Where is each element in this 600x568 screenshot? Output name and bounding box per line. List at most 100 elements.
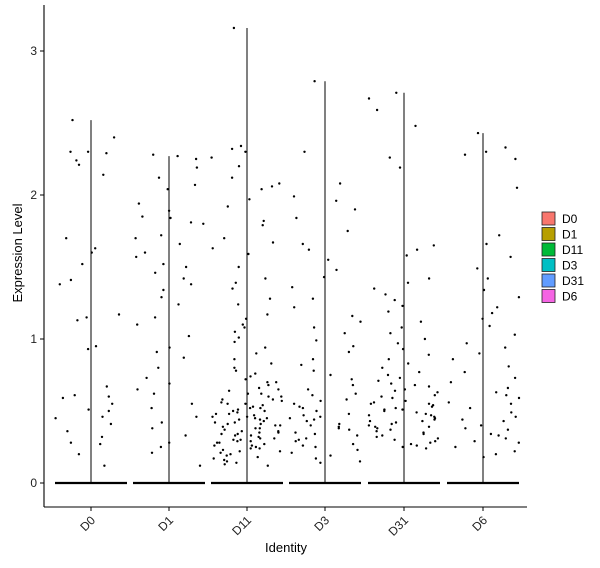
data-point (243, 326, 246, 329)
data-point (387, 310, 390, 313)
data-point (427, 385, 431, 388)
data-point (252, 414, 256, 417)
data-point (409, 442, 413, 446)
data-point (463, 370, 466, 374)
data-point (262, 219, 265, 223)
data-point (76, 319, 79, 322)
data-point (225, 460, 229, 463)
data-point (177, 303, 180, 306)
data-point (393, 298, 396, 302)
data-point (240, 430, 243, 433)
data-point (465, 342, 468, 345)
data-point (305, 419, 308, 423)
data-point (309, 424, 312, 427)
data-point (384, 293, 387, 296)
data-point (54, 417, 57, 420)
data-point (153, 316, 157, 319)
data-point (221, 425, 225, 428)
x-tick-label: D11 (229, 513, 254, 538)
data-point (259, 406, 262, 410)
data-point (424, 412, 427, 416)
data-point (464, 427, 467, 430)
data-point (314, 457, 318, 460)
data-point (268, 297, 272, 300)
data-point (233, 330, 237, 333)
data-point (517, 441, 520, 444)
data-point (248, 406, 252, 410)
data-point (274, 424, 277, 427)
data-point (478, 352, 481, 355)
data-point (182, 277, 185, 280)
data-point (233, 434, 237, 437)
data-point (427, 425, 431, 428)
data-point (250, 444, 254, 447)
data-point (61, 396, 65, 400)
data-point (319, 399, 322, 403)
data-point (405, 254, 408, 257)
x-axis-title: Identity (265, 540, 307, 555)
data-point (73, 394, 76, 397)
data-point (211, 415, 214, 418)
data-point (166, 188, 169, 191)
data-point (266, 464, 269, 467)
data-point (427, 277, 431, 280)
data-point (236, 432, 239, 436)
data-point (305, 437, 308, 440)
data-point (463, 153, 467, 156)
data-point (160, 234, 163, 237)
data-point (262, 419, 265, 423)
data-point (381, 366, 384, 369)
data-point (226, 205, 229, 208)
legend-label: D31 (562, 274, 584, 288)
data-point (513, 333, 516, 336)
data-point (246, 392, 250, 395)
data-point (264, 277, 267, 280)
data-point (212, 457, 215, 460)
data-point (293, 306, 296, 309)
data-point (298, 405, 301, 408)
data-point (396, 342, 400, 345)
data-point (152, 392, 156, 395)
data-point (99, 442, 102, 446)
data-point (254, 445, 258, 449)
data-point (245, 415, 249, 418)
data-point (184, 265, 188, 269)
data-point (213, 444, 216, 447)
data-point (152, 153, 155, 156)
data-point (401, 408, 404, 411)
data-point (482, 455, 485, 459)
data-point (86, 150, 90, 153)
data-point (290, 451, 293, 454)
data-point (75, 159, 78, 162)
data-point (244, 402, 247, 405)
data-point (313, 80, 316, 83)
data-point (151, 427, 154, 430)
data-point (189, 283, 193, 286)
data-point (273, 437, 276, 440)
data-point (515, 186, 519, 189)
data-point (227, 412, 231, 416)
data-point (401, 304, 404, 308)
data-point (168, 346, 171, 349)
data-point (497, 434, 500, 437)
data-point (94, 345, 98, 348)
data-point (476, 267, 479, 270)
data-point (306, 388, 310, 391)
data-point (71, 118, 74, 122)
data-point (495, 391, 498, 394)
data-point (187, 334, 191, 338)
data-point (58, 283, 61, 286)
data-point (87, 408, 90, 411)
data-point (356, 448, 359, 452)
data-point (231, 409, 235, 413)
data-point (301, 406, 305, 410)
data-point (368, 419, 372, 423)
data-point (233, 358, 236, 361)
data-point (473, 440, 476, 443)
data-point (433, 394, 436, 397)
data-point (415, 411, 418, 414)
legend-key (541, 227, 556, 241)
data-point (223, 458, 226, 462)
data-point (233, 340, 236, 344)
